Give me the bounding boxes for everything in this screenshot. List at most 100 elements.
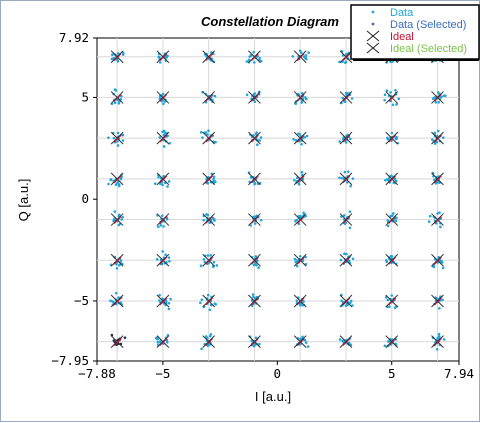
ideal-marker-accent [251, 53, 259, 62]
data-point [212, 177, 215, 181]
data-point [116, 131, 120, 135]
data-point [112, 136, 116, 140]
ideal-marker-accent [159, 94, 168, 102]
data-point [383, 344, 387, 348]
data-point [434, 101, 438, 104]
data-point [384, 178, 387, 182]
data-point [390, 294, 394, 297]
data-point [302, 211, 305, 215]
data-point [107, 182, 110, 186]
data-point [257, 266, 260, 270]
chart-title: Constellation Diagram [201, 14, 339, 29]
ideal-marker-accent [342, 256, 351, 265]
data-point [440, 95, 443, 99]
ideal-marker-accent [251, 338, 259, 347]
data-point [250, 304, 254, 308]
data-point [168, 259, 171, 263]
data-point [213, 302, 217, 306]
ideal-marker-accent [388, 94, 397, 102]
data-point [346, 303, 349, 307]
data-point [202, 257, 206, 261]
data-point [386, 224, 390, 228]
grid-lines [97, 38, 459, 361]
data-point [301, 335, 304, 339]
ideal-marker-accent [434, 297, 442, 306]
ideal-marker-stroke [156, 91, 170, 104]
data-point [252, 295, 255, 299]
legend-x-icon [366, 30, 380, 42]
data-point [394, 89, 397, 92]
data-point [300, 170, 304, 174]
data-point [341, 339, 344, 343]
ideal-marker-stroke [431, 172, 444, 186]
data-point [204, 335, 208, 338]
ideal-marker-accent [159, 134, 168, 143]
data-point [259, 136, 263, 139]
x-tick-label: 0 [274, 366, 282, 381]
data-point [157, 175, 160, 179]
ideal-marker-stroke [339, 335, 353, 349]
ideal-marker-accent [113, 134, 122, 143]
ideal-marker-stroke [110, 131, 124, 145]
ideal-marker-stroke [385, 253, 399, 267]
ideal-marker-accent [342, 216, 351, 224]
data-point [342, 214, 346, 217]
data-point [212, 260, 216, 264]
ideal-marker-stroke [431, 91, 444, 104]
data-point [121, 139, 125, 142]
data-point [393, 177, 397, 181]
data-point [211, 217, 215, 220]
ideal-marker-accent [113, 216, 122, 224]
data-point [442, 94, 446, 97]
data-point [427, 220, 431, 223]
ideal-marker-stroke [293, 253, 307, 267]
data-point [166, 54, 169, 58]
ideal-marker-stroke [156, 50, 170, 64]
ideal-marker-stroke [156, 131, 170, 145]
data-point [167, 180, 171, 183]
data-point [204, 100, 208, 104]
data-point [159, 224, 163, 227]
data-point [259, 59, 263, 63]
ideal-marker-accent [251, 175, 259, 184]
data-point [212, 175, 216, 179]
data-point [158, 136, 162, 139]
data-point [153, 182, 157, 185]
data-point [437, 100, 441, 104]
data-point [255, 263, 258, 267]
x-tick-label: 5 [388, 366, 396, 381]
data-point [109, 178, 113, 182]
data-point [351, 177, 355, 180]
data-point [338, 338, 342, 341]
y-tick-label: 7.92 [59, 30, 89, 45]
ideal-marker-stroke [110, 91, 124, 104]
data-point [255, 131, 258, 134]
data-point [166, 185, 169, 188]
ideal-marker-stroke [248, 335, 261, 349]
data-point [167, 256, 171, 259]
legend-label: Data (Selected) [390, 19, 466, 31]
data-point [304, 255, 307, 259]
data-point [158, 61, 162, 64]
ideal-marker-accent [159, 256, 168, 265]
ideal-marker-accent [388, 134, 397, 143]
ideal-marker-accent [113, 175, 122, 184]
legend-dot-icon [371, 10, 375, 14]
data-point [433, 178, 436, 182]
ideal-marker-stroke [339, 213, 353, 226]
data-point [300, 142, 303, 146]
data-point [295, 264, 299, 268]
data-point [305, 134, 309, 138]
ideal-marker-accent [342, 175, 351, 184]
data-point [121, 215, 124, 219]
data-point [346, 91, 349, 95]
x-tick-label: 7.94 [444, 366, 474, 381]
data-point [298, 254, 302, 258]
ideal-marker-stroke [248, 172, 261, 186]
ideal-marker-stroke [293, 335, 307, 349]
x-tick-label: −5 [155, 366, 170, 381]
data-point [200, 298, 204, 301]
data-point [206, 293, 210, 297]
data-point [213, 94, 217, 98]
data-point [436, 91, 440, 94]
